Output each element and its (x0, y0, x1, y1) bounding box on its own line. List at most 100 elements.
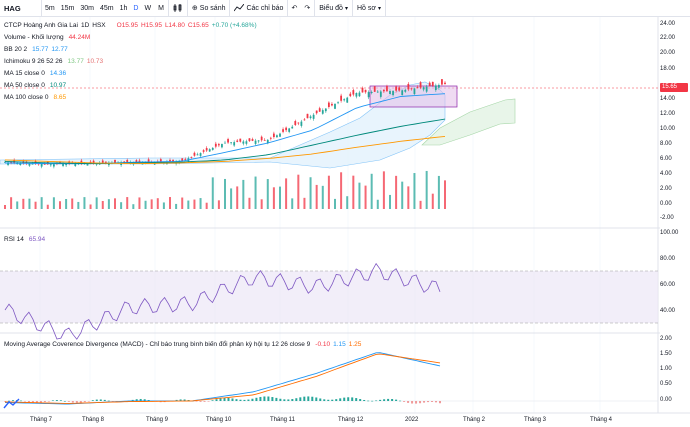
candle-body (80, 160, 83, 164)
compare-button[interactable]: ⊕ So sánh (188, 0, 231, 17)
macd-hist-bar (67, 401, 70, 402)
candle-body (236, 140, 239, 142)
ma100-value: 8.65 (53, 94, 67, 101)
rsi-line (4, 262, 441, 340)
macd-value-signal: 1.25 (348, 341, 362, 348)
macd-hist-bar (359, 399, 362, 401)
chart-menu-label: Biểu đồ (319, 4, 343, 12)
indicators-label: Các chỉ báo (246, 4, 284, 12)
interval-m[interactable]: M (154, 0, 169, 17)
volume-bar (352, 175, 355, 209)
macd-hist-bar (431, 401, 434, 402)
candle-body (263, 139, 266, 141)
candle-body (28, 163, 31, 166)
symbol-search[interactable]: HAG (0, 0, 42, 17)
volume-bar (389, 194, 391, 209)
interval-5m[interactable]: 5m (45, 4, 55, 12)
macd-hist-bar (211, 400, 214, 401)
macd-hist-bar (363, 399, 366, 401)
interval-15m[interactable]: 15m (60, 4, 75, 12)
ichimoku-legend[interactable]: Ichimoku 9 26 52 26 13.77 10.73 (4, 58, 103, 65)
macd-hist-bar (183, 399, 186, 401)
interval-d[interactable]: D (133, 4, 139, 12)
candle-body (276, 135, 278, 138)
volume-bar (340, 172, 343, 209)
volume-bar (444, 180, 446, 209)
volume-bar (199, 198, 202, 209)
profile-menu-button[interactable]: Hồ sơ ▾ (353, 0, 386, 17)
macd-hist-bar (203, 401, 206, 402)
volume-bar (59, 201, 61, 209)
ma15-legend[interactable]: MA 15 close 0 14.36 (4, 70, 66, 77)
price-tick: 12.00 (660, 111, 676, 117)
interval-1h[interactable]: 1h (119, 4, 128, 12)
candle-body (321, 110, 324, 114)
candle-body (4, 162, 6, 163)
ma100-legend[interactable]: MA 100 close 0 8.65 (4, 94, 66, 101)
price-tick: 14.00 (660, 96, 676, 102)
candle-body (428, 82, 431, 87)
interval-w[interactable]: W (144, 4, 152, 12)
price-tick: 4.00 (660, 171, 672, 177)
volume-legend[interactable]: Volume - Khối lượng 44.24M (4, 34, 90, 41)
candle-body (74, 163, 77, 167)
macd-hist-bar (267, 396, 270, 401)
main-legend: CTCP Hoàng Anh Gia Lai 1D HSX O15.95 H15… (4, 22, 257, 29)
macd-hist-bar (215, 399, 218, 401)
macd-legend[interactable]: Moving Average Coverence Divergence (MAC… (4, 341, 361, 348)
indicators-button[interactable]: Các chỉ báo (230, 0, 289, 17)
macd-hist-bar (95, 399, 98, 401)
bb-legend[interactable]: BB 20 2 15.77 12.77 (4, 46, 68, 53)
macd-hist-bar (283, 399, 286, 401)
undo-button[interactable]: ↶ (288, 0, 300, 17)
macd-hist-bar (19, 400, 22, 402)
candle-body (434, 85, 437, 91)
volume-bar (89, 204, 92, 209)
candle-body (407, 83, 410, 90)
candle-body (254, 140, 257, 144)
macd-hist-bar (407, 401, 410, 403)
candle-body (251, 139, 254, 141)
candle-body (62, 163, 64, 166)
candle-body (282, 129, 284, 132)
tradingview-logo[interactable] (3, 398, 21, 410)
volume-bar (419, 200, 422, 209)
candle-body (126, 159, 129, 163)
candle-body (159, 159, 162, 162)
rsi-tick: 60.00 (660, 282, 676, 288)
signal-line (4, 353, 441, 404)
candle-body (373, 86, 376, 92)
interval-30m[interactable]: 30m (80, 4, 94, 12)
consolidation-box[interactable] (369, 85, 458, 108)
volume-bar (431, 193, 434, 209)
candle-body (334, 103, 336, 109)
volume-bar (150, 199, 153, 209)
macd-lines (4, 352, 441, 405)
candle-body (172, 159, 174, 162)
chart-canvas[interactable] (0, 17, 690, 427)
redo-button[interactable]: ↷ (300, 0, 316, 17)
chart-menu-button[interactable]: Biểu đồ ▾ (315, 0, 353, 17)
ma50-legend[interactable]: MA 50 close 0 10.97 (4, 82, 66, 89)
volume-bar (65, 198, 68, 209)
volume-bar (370, 173, 373, 209)
chart-type-button[interactable] (169, 0, 188, 17)
ma100-label: MA 100 close 0 (4, 94, 49, 101)
macd-hist-bar (131, 399, 134, 401)
candle-body (416, 87, 419, 89)
candle-body (114, 159, 116, 163)
volume-bar (169, 197, 171, 209)
interval-45m[interactable]: 45m (99, 4, 114, 12)
compare-label: So sánh (199, 4, 226, 12)
macd-hist-bar (75, 401, 78, 403)
candle-body (395, 86, 398, 91)
candle-body (352, 90, 355, 95)
candle-body (398, 87, 401, 91)
candle-body (410, 88, 413, 90)
rsi-legend[interactable]: RSI 14 65.94 (4, 236, 45, 243)
candle-body (266, 139, 269, 144)
candle-body (367, 92, 370, 98)
time-tick: Tháng 7 (30, 417, 53, 423)
ma50-value: 10.97 (49, 82, 67, 89)
candle-body (221, 144, 223, 148)
